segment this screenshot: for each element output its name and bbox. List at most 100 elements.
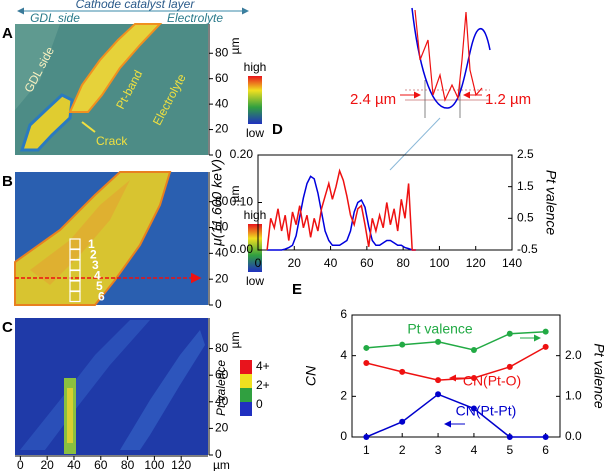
sample-label: 5: [96, 279, 103, 293]
inset-curve: [414, 9, 483, 102]
legend-swatch: [240, 402, 252, 416]
data-point: [470, 405, 477, 412]
axis-unit: µm: [228, 332, 242, 349]
data-point: [435, 338, 442, 345]
data-point: [470, 346, 477, 353]
y-tick-label: 60: [215, 367, 229, 381]
header-left: GDL side: [30, 11, 80, 25]
y-tick-label: 60: [215, 220, 229, 234]
data-point: [399, 341, 406, 348]
inset-curve: [411, 7, 491, 109]
legend-title: Pt valence: [214, 360, 228, 416]
x-tick-label: 60: [94, 458, 108, 471]
y-tick-label: 20: [215, 122, 229, 136]
y-tick-label: 0.20: [230, 147, 254, 161]
crack-arrow: [81, 121, 96, 133]
y2-tick-label: 1.0: [565, 389, 582, 403]
y-tick-label: 0: [340, 429, 347, 443]
y-tick-label: 4: [340, 348, 347, 362]
plot-frame: [351, 314, 561, 438]
legend-label: low: [246, 126, 264, 140]
legend-swatch: [240, 388, 252, 402]
map-band: [67, 388, 73, 443]
sample-label: 6: [98, 290, 105, 304]
y-tick-label: 0.10: [230, 195, 254, 209]
axis-unit: µm: [228, 38, 242, 55]
map-annotation: Crack: [96, 134, 128, 148]
y-tick-label: 20: [215, 271, 229, 285]
x-tick-label: 1: [363, 443, 370, 457]
series-line: [266, 168, 416, 251]
map-texture: [120, 330, 205, 450]
data-point: [363, 434, 370, 440]
sample-box: [69, 290, 81, 303]
y2-axis-label: Pt valence: [591, 343, 607, 409]
series-line: [267, 175, 416, 251]
data-point: [506, 330, 513, 337]
y-tick-label: 0: [215, 147, 222, 161]
map-band: [68, 23, 163, 113]
data-point: [506, 434, 513, 440]
x-tick-label: 100: [144, 458, 164, 471]
y2-tick-label: 2.5: [517, 147, 534, 161]
map-band: [19, 93, 74, 152]
x-tick-label: 2: [399, 443, 406, 457]
sample-label: 3: [92, 258, 99, 272]
x-tick-label: 3: [435, 443, 442, 457]
axis-unit: µm: [213, 458, 230, 471]
data-point: [542, 434, 549, 440]
y-tick-label: 40: [215, 246, 229, 260]
x-tick-label: 80: [121, 458, 135, 471]
series-line: [366, 346, 547, 381]
y-tick-label: 20: [215, 421, 229, 435]
legend-label: 2+: [256, 378, 270, 392]
sample-label: 2: [90, 248, 97, 262]
series-label: Pt valence: [407, 321, 473, 337]
y2-tick-label: 0.0: [565, 429, 582, 443]
data-point: [542, 343, 549, 350]
data-point: [542, 328, 549, 335]
legend-swatch: [240, 360, 252, 374]
legend-label: 4+: [256, 359, 270, 373]
series-line: [366, 393, 546, 438]
y-tick-label: 2: [340, 389, 347, 403]
x-tick-label: 20: [288, 256, 302, 270]
legend-label: 0: [256, 397, 263, 411]
sample-label: 4: [94, 269, 101, 283]
series-label: CN(Pt-Pt): [456, 403, 517, 419]
x-tick-label: 20: [40, 458, 54, 471]
x-tick-label: 80: [396, 256, 410, 270]
map-texture: [30, 180, 130, 285]
x-tick-label: 40: [67, 458, 81, 471]
y2-tick-label: 0.5: [517, 211, 534, 225]
data-point: [399, 368, 406, 375]
header-title: Cathode catalyst layer: [76, 0, 196, 11]
y-axis-label: CN: [303, 365, 319, 386]
panel-label: A: [2, 25, 13, 42]
data-point: [470, 375, 477, 382]
y-axis-label: μ(11.600 keV): [209, 159, 225, 247]
data-point: [399, 418, 406, 425]
y-tick-label: 80: [215, 45, 229, 59]
x-tick-label: 100: [429, 256, 449, 270]
y-tick-label: 80: [215, 341, 229, 355]
zoom-connector: [389, 117, 441, 171]
map-texture: [20, 320, 150, 450]
panel-label: D: [272, 121, 283, 138]
data-point: [435, 391, 442, 398]
y2-tick-label: 1.5: [517, 179, 534, 193]
legend-colorbar: [248, 76, 262, 124]
panel-label: B: [2, 173, 13, 190]
x-tick-label: 60: [360, 256, 374, 270]
y-tick-label: 80: [215, 194, 229, 208]
y2-tick-label: 2.0: [565, 348, 582, 362]
panel-label: C: [2, 319, 13, 336]
axis-unit: µm: [228, 186, 242, 203]
y2-tick-label: -0.5: [517, 242, 538, 256]
x-tick-label: 0: [255, 256, 262, 270]
y-tick-label: 40: [215, 96, 229, 110]
series-line: [366, 330, 546, 351]
y-tick-label: 0: [215, 297, 222, 311]
y-tick-label: 60: [215, 71, 229, 85]
